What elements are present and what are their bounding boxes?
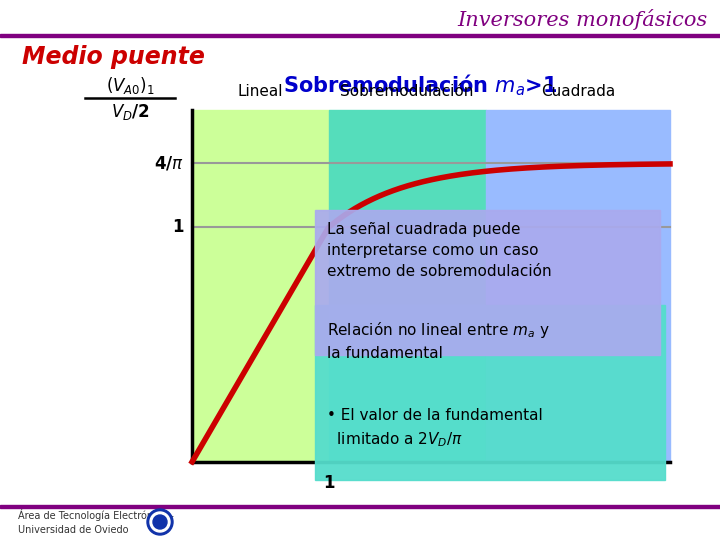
Bar: [485, 110, 670, 462]
Text: Sobremodulación: Sobremodulación: [341, 84, 474, 99]
Text: • El valor de la fundamental
  limitado a $2V_D$/$\pi$: • El valor de la fundamental limitado a …: [327, 408, 543, 449]
Circle shape: [150, 512, 170, 532]
Text: 1: 1: [173, 218, 184, 237]
Bar: [0, 34, 720, 37]
Text: Cuadrada: Cuadrada: [541, 84, 615, 99]
Bar: [192, 110, 328, 462]
Bar: [315, 305, 665, 480]
Text: Sobremodulación $m_a$>1: Sobremodulación $m_a$>1: [283, 72, 557, 98]
Bar: [0, 505, 720, 508]
Text: Área de Tecnología Electrónica -
Universidad de Oviedo: Área de Tecnología Electrónica - Univers…: [18, 509, 174, 535]
Text: $(V_{A0})_1$: $(V_{A0})_1$: [106, 75, 154, 96]
Text: $V_D$/2: $V_D$/2: [111, 102, 149, 122]
Text: 1: 1: [323, 474, 334, 492]
Bar: [315, 210, 660, 355]
Text: 4/$\pi$: 4/$\pi$: [154, 154, 184, 172]
Text: Lineal: Lineal: [238, 84, 283, 99]
Circle shape: [147, 509, 173, 535]
Bar: [328, 110, 485, 462]
Text: Relación no lineal entre $m_a$ y
la fundamental: Relación no lineal entre $m_a$ y la fund…: [327, 320, 549, 361]
Text: Medio puente: Medio puente: [22, 45, 205, 69]
Circle shape: [153, 515, 167, 529]
Text: La señal cuadrada puede
interpretarse como un caso
extremo de sobremodulación: La señal cuadrada puede interpretarse co…: [327, 222, 552, 279]
Text: Inversores monofásicos: Inversores monofásicos: [458, 10, 708, 30]
